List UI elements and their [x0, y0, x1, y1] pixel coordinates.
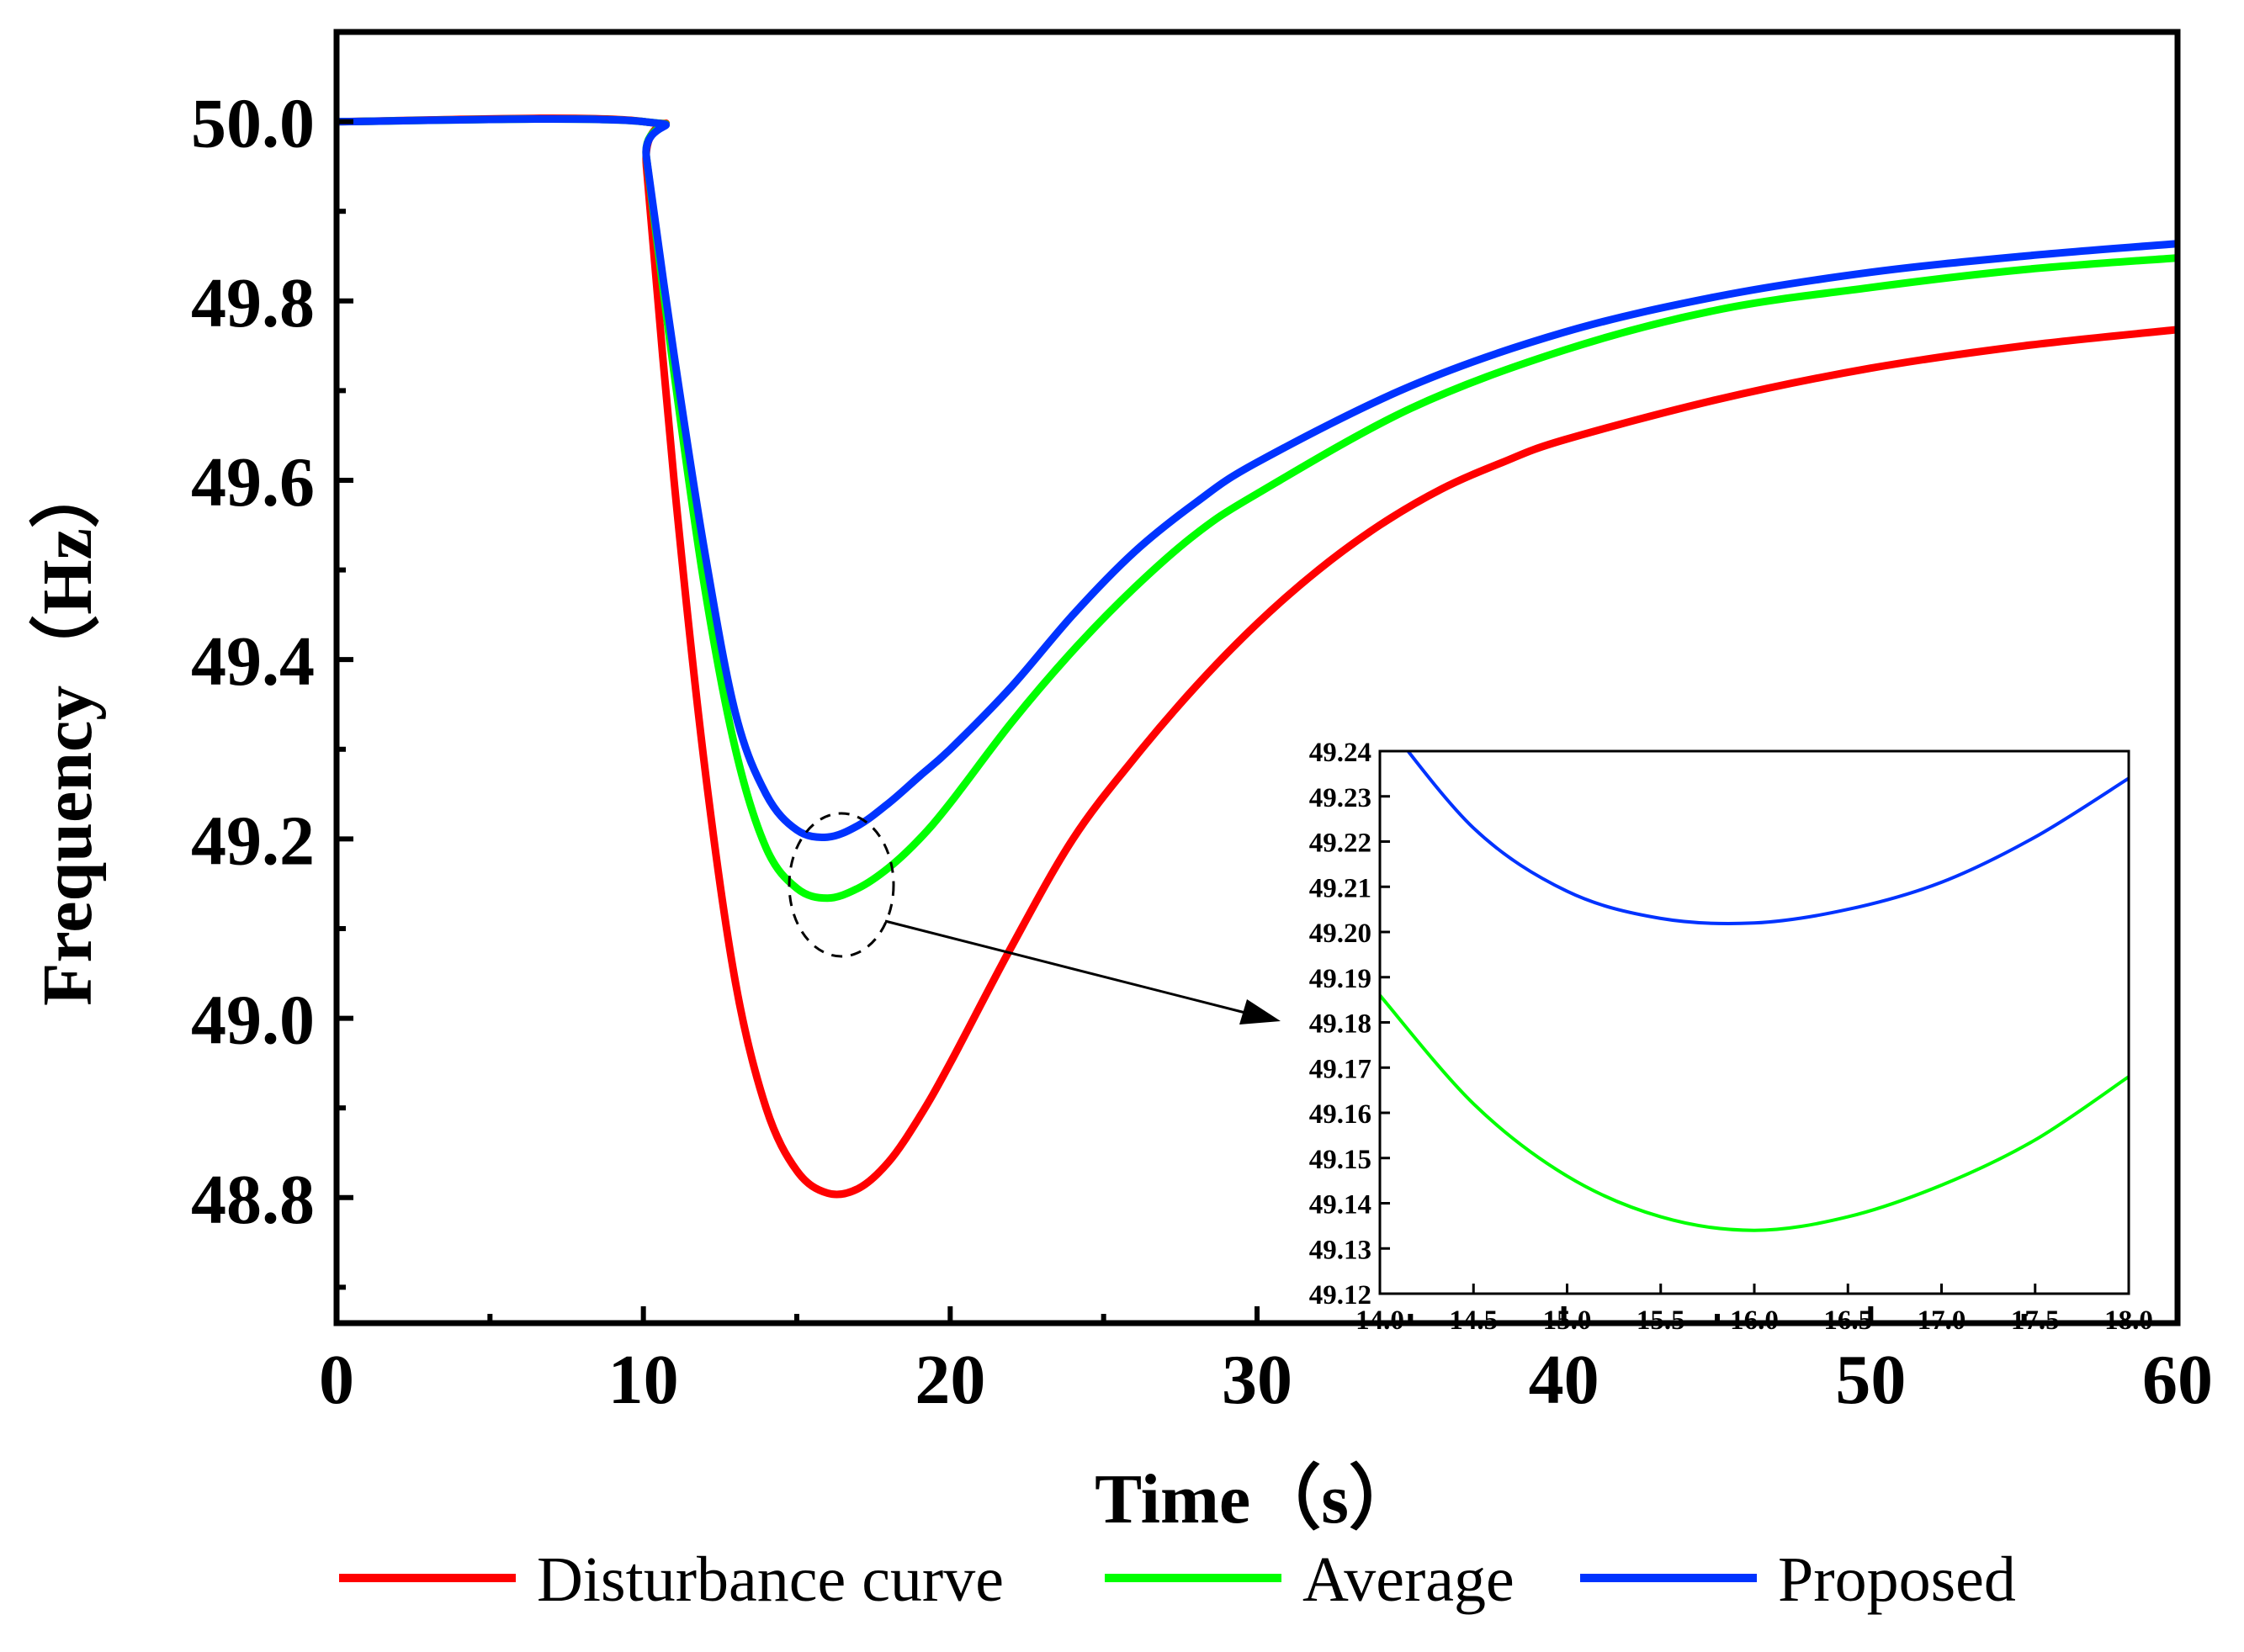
inset-y-tick-label: 49.12	[1309, 1280, 1371, 1310]
inset-y-tick-label: 49.14	[1309, 1190, 1371, 1220]
y-tick-label: 49.4	[191, 622, 315, 701]
main-axis-ticks: 0 10 20 30 40 50 60 48.8 49.0 49.2 49.4 49.6 49.8 50.…	[191, 85, 2213, 1419]
zoom-region-circle	[788, 812, 895, 958]
legend-label-disturbance: Disturbance curve	[537, 1544, 1004, 1615]
inset-x-tick-label: 15.0	[1543, 1305, 1592, 1336]
inset-y-tick-label: 49.23	[1309, 783, 1371, 813]
x-tick-label: 60	[2142, 1341, 2213, 1419]
inset-y-tick-label: 49.20	[1309, 919, 1371, 949]
inset-x-tick-label: 17.0	[1918, 1305, 1966, 1336]
inset-x-tick-label: 18.0	[2104, 1305, 2153, 1336]
inset-y-tick-label: 49.22	[1309, 829, 1371, 859]
series-line-disturbance-curve	[336, 114, 2178, 1199]
inset-x-tick-label: 16.0	[1730, 1305, 1779, 1336]
inset-x-tick-label: 14.0	[1355, 1305, 1404, 1336]
inset-y-tick-label: 49.21	[1309, 873, 1371, 903]
inset-y-tick-label: 49.17	[1309, 1054, 1371, 1084]
inset-y-tick-label: 49.19	[1309, 964, 1371, 994]
inset-x-tick-label: 15.5	[1637, 1305, 1685, 1336]
zoom-arrow-line	[884, 919, 1246, 1014]
inset-y-tick-label: 49.16	[1309, 1099, 1371, 1130]
inset-y-tick-label: 49.13	[1309, 1235, 1371, 1265]
y-tick-label: 48.8	[191, 1161, 315, 1239]
y-tick-label: 50.0	[191, 85, 315, 163]
inset-series-line-average	[1380, 993, 2129, 1232]
x-tick-label: 30	[1222, 1341, 1292, 1419]
inset-series-group	[1380, 751, 2129, 1232]
inset-x-tick-label: 14.5	[1449, 1305, 1498, 1336]
legend-entry-average: Average	[1105, 1544, 1515, 1615]
zoom-arrowhead	[1239, 999, 1281, 1025]
inset-y-tick-label: 49.18	[1309, 1009, 1371, 1040]
x-tick-label: 40	[1529, 1341, 1599, 1419]
y-axis-title: Frequency（Hz）	[29, 458, 107, 1006]
inset-y-tick-label: 49.15	[1309, 1145, 1371, 1175]
x-tick-label: 10	[608, 1341, 679, 1419]
legend-entry-disturbance: Disturbance curve	[339, 1544, 1004, 1615]
inset-x-tick-label: 16.5	[1823, 1305, 1872, 1336]
legend-entry-proposed: Proposed	[1580, 1544, 2016, 1615]
y-tick-label: 49.0	[191, 982, 315, 1060]
x-axis-title: Time（s）	[1095, 1460, 1419, 1538]
y-tick-label: 49.6	[191, 443, 315, 522]
x-tick-label: 0	[319, 1341, 354, 1419]
inset-background	[1380, 751, 2129, 1294]
inset-series-line-proposed	[1405, 751, 2129, 926]
inset-y-tick-label: 49.24	[1309, 738, 1371, 768]
main-series-group	[336, 114, 2178, 1199]
inset-axis-ticks: 14.0 14.5 15.0 15.5 16.0 16.5 17.0 17.5 18.0 49.1…	[1309, 738, 2153, 1336]
y-tick-label: 49.2	[191, 802, 315, 880]
inset-x-tick-label: 17.5	[2011, 1305, 2060, 1336]
series-line-proposed	[336, 114, 2178, 841]
legend-label-proposed: Proposed	[1778, 1544, 2016, 1615]
legend: Disturbance curve Average Proposed	[339, 1544, 2016, 1615]
x-tick-label: 50	[1835, 1341, 1906, 1419]
x-tick-label: 20	[915, 1341, 985, 1419]
legend-label-average: Average	[1302, 1544, 1515, 1615]
y-tick-label: 49.8	[191, 264, 315, 342]
